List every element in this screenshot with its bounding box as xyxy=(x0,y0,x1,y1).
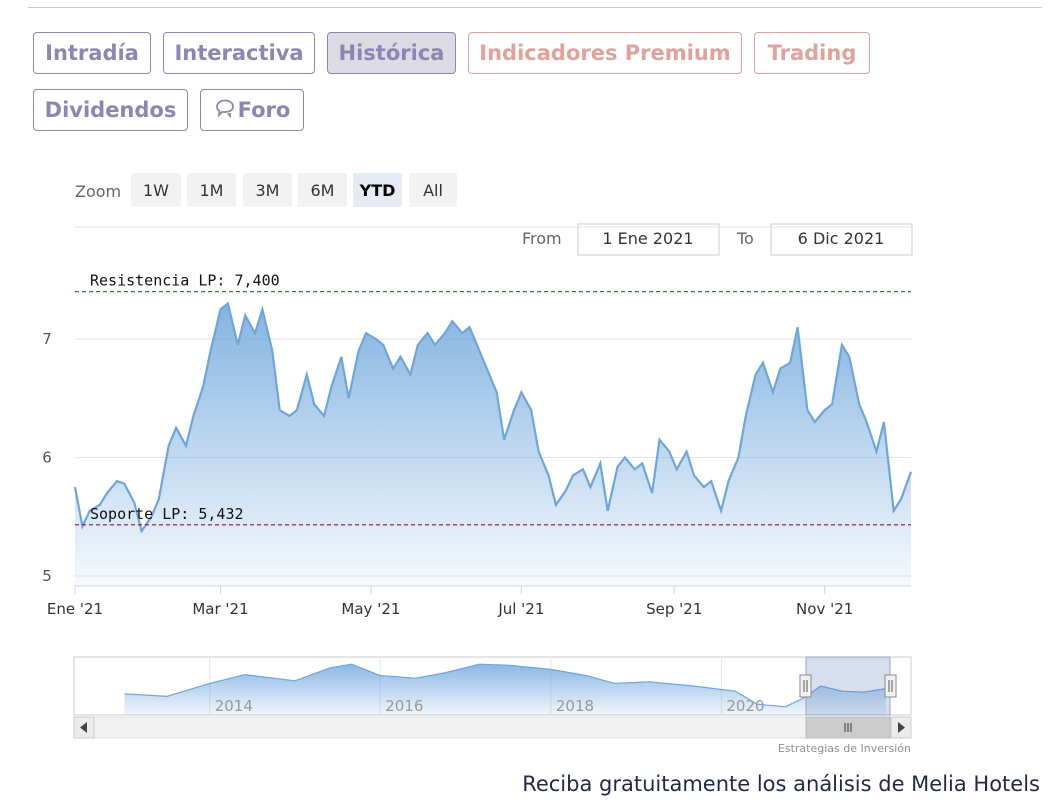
zoom-button-label: 1M xyxy=(200,181,224,200)
grip-icon xyxy=(844,723,852,732)
navigator-tick-label: 2016 xyxy=(385,697,423,715)
navigator-tick-label: 2018 xyxy=(556,697,594,715)
scrollbar[interactable] xyxy=(73,716,912,739)
zoom-button-all[interactable]: All xyxy=(409,173,457,207)
zoom-button-label: All xyxy=(423,181,443,200)
tab-historica[interactable]: Histórica xyxy=(327,32,456,74)
speech-bubbles-icon xyxy=(214,91,236,131)
zoom-button-1m[interactable]: 1M xyxy=(187,173,236,207)
x-tick-label: Jul '21 xyxy=(497,600,544,618)
chart-credit[interactable]: Estrategias de Inversión xyxy=(778,742,911,755)
zoom-button-label: 3M xyxy=(256,181,280,200)
navigator-area xyxy=(124,664,886,715)
tab-foro-label: Foro xyxy=(237,98,291,122)
price-line xyxy=(73,301,913,534)
y-tick-label: 7 xyxy=(42,330,52,348)
zoom-button-label: 1W xyxy=(143,181,169,200)
tab-dividendos[interactable]: Dividendos xyxy=(33,89,188,131)
to-label: To xyxy=(736,229,754,248)
y-tick-label: 5 xyxy=(42,567,52,585)
from-date-input[interactable]: 1 Ene 2021 xyxy=(577,223,720,256)
top-divider xyxy=(28,7,1042,8)
tab-interactiva[interactable]: Interactiva xyxy=(163,32,315,74)
arrow-left-icon[interactable] xyxy=(80,722,87,733)
navigator-selection[interactable] xyxy=(805,656,891,716)
x-tick-label: Sep '21 xyxy=(646,600,702,618)
price-area xyxy=(75,303,911,586)
navigator-handle-right[interactable] xyxy=(884,674,897,698)
zoom-button-1w[interactable]: 1W xyxy=(131,173,181,207)
from-date-value: 1 Ene 2021 xyxy=(602,229,693,248)
tab-trading[interactable]: Trading xyxy=(754,32,870,74)
arrow-right-icon[interactable] xyxy=(898,722,905,733)
from-label: From xyxy=(522,229,562,248)
navigator[interactable]: 2014 2016 2018 2020 xyxy=(73,656,912,716)
zoom-label: Zoom xyxy=(75,182,121,201)
zoom-button-ytd[interactable]: YTD xyxy=(353,173,402,207)
x-tick-label: May '21 xyxy=(341,600,400,618)
x-tick-label: Mar '21 xyxy=(192,600,248,618)
to-date-value: 6 Dic 2021 xyxy=(798,229,885,248)
tab-intradia[interactable]: Intradía xyxy=(33,32,151,74)
zoom-button-label: YTD xyxy=(359,181,396,200)
to-date-input[interactable]: 6 Dic 2021 xyxy=(770,223,913,256)
x-tick-label: Ene '21 xyxy=(47,600,103,618)
navigator-tick-label: 2014 xyxy=(215,697,253,715)
zoom-button-3m[interactable]: 3M xyxy=(243,173,292,207)
zoom-button-label: 6M xyxy=(311,181,335,200)
zoom-button-6m[interactable]: 6M xyxy=(298,173,347,207)
annotation-label: Resistencia LP: 7,400 xyxy=(90,272,280,290)
annotation-label: Soporte LP: 5,432 xyxy=(90,505,244,523)
newsletter-cta[interactable]: Reciba gratuitamente los análisis de Mel… xyxy=(522,772,1040,796)
x-tick-label: Nov '21 xyxy=(796,600,853,618)
navigator-handle-left[interactable] xyxy=(799,674,812,698)
navigator-tick-label: 2020 xyxy=(726,697,764,715)
tab-indicadores-premium[interactable]: Indicadores Premium xyxy=(468,32,742,74)
y-tick-label: 6 xyxy=(42,449,52,467)
tab-foro[interactable]: Foro xyxy=(200,89,304,131)
